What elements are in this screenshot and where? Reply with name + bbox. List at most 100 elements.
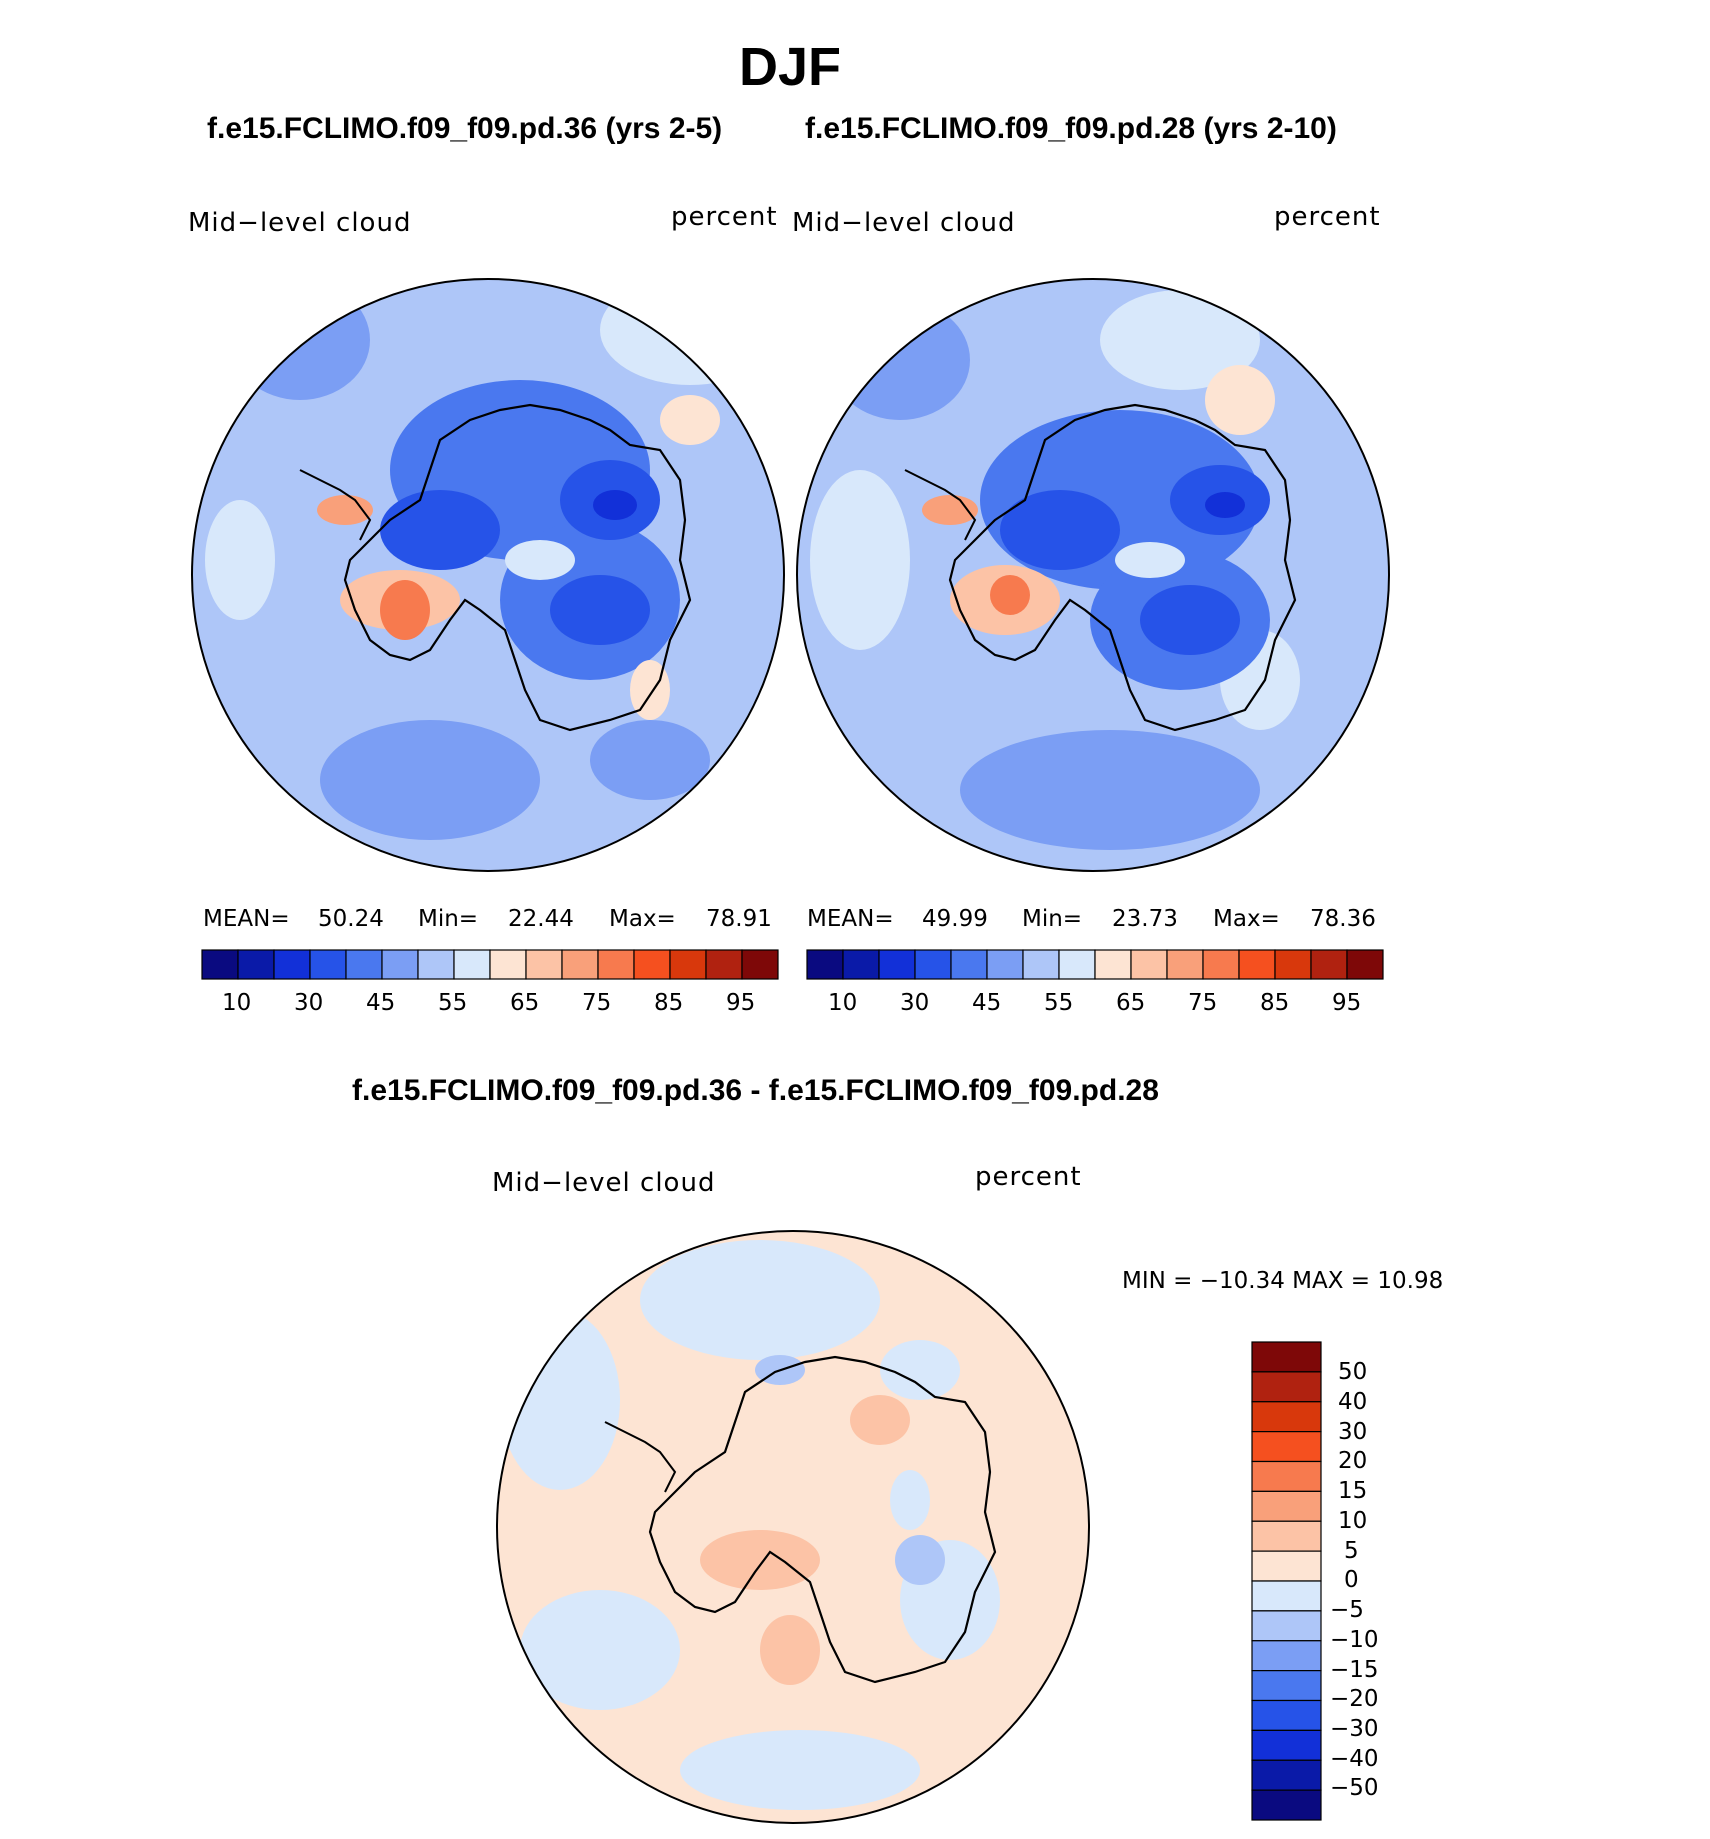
colorbar-swatch (561, 949, 599, 980)
right-tick-label: 75 (1188, 990, 1218, 1016)
colorbar-swatch (1251, 1640, 1322, 1672)
diff-tick-label: −40 (1330, 1746, 1379, 1772)
left-min-label: Min= (418, 906, 479, 932)
colorbar-swatch (1251, 1580, 1322, 1612)
right-tick-label: 45 (972, 990, 1002, 1016)
right-min-label: Min= (1022, 906, 1083, 932)
colorbar-swatch (1251, 1460, 1322, 1492)
diff-tick-label: 10 (1338, 1508, 1368, 1534)
diff-tick-label: 30 (1338, 1419, 1368, 1445)
colorbar-swatch (806, 949, 844, 980)
colorbar-swatch (1238, 949, 1276, 980)
colorbar-swatch (381, 949, 419, 980)
colorbar-swatch (1251, 1789, 1322, 1821)
right-variable-label: Mid−level cloud (792, 208, 1016, 238)
colorbar-swatch (345, 949, 383, 980)
colorbar-swatch (1094, 949, 1132, 980)
right-colorbar (806, 949, 1384, 980)
left-min-value: 22.44 (508, 906, 574, 932)
diff-tick-label: 5 (1344, 1538, 1359, 1564)
colorbar-swatch (1251, 1610, 1322, 1642)
colorbar-swatch (1251, 1341, 1322, 1373)
left-tick-label: 85 (654, 990, 684, 1016)
colorbar-swatch (1130, 949, 1168, 980)
season-title: DJF (738, 37, 841, 97)
colorbar-swatch (669, 949, 707, 980)
right-antarctica-coastline (948, 403, 1297, 732)
colorbar-swatch (453, 949, 491, 980)
colorbar-swatch (1058, 949, 1096, 980)
colorbar-swatch (878, 949, 916, 980)
colorbar-swatch (237, 949, 275, 980)
left-tick-label: 30 (294, 990, 324, 1016)
diff-tick-label: 50 (1338, 1359, 1368, 1385)
diff-title: f.e15.FCLIMO.f09_f09.pd.36 - f.e15.FCLIM… (352, 1074, 1159, 1107)
colorbar-swatch (1251, 1401, 1322, 1433)
right-max-label: Max= (1213, 906, 1280, 932)
diff-polar-map (497, 1231, 1089, 1823)
colorbar-swatch (950, 949, 988, 980)
left-max-label: Max= (609, 906, 676, 932)
colorbar-swatch (309, 949, 347, 980)
colorbar-swatch (489, 949, 527, 980)
right-tick-label: 55 (1044, 990, 1074, 1016)
right-tick-label: 95 (1332, 990, 1362, 1016)
colorbar-swatch (201, 949, 239, 980)
left-antarctica-coastline (343, 403, 692, 732)
right-units-label: percent (1274, 202, 1381, 232)
colorbar-swatch (1251, 1759, 1322, 1791)
colorbar-swatch (273, 949, 311, 980)
left-mean-label: MEAN= (203, 906, 290, 932)
colorbar-swatch (1251, 1670, 1322, 1702)
diff-tick-label: 40 (1338, 1389, 1368, 1415)
diff-tick-label: −20 (1330, 1686, 1379, 1712)
colorbar-swatch (1251, 1490, 1322, 1522)
colorbar-swatch (1274, 949, 1312, 980)
left-units-label: percent (671, 202, 778, 232)
diff-tick-label: 15 (1338, 1478, 1368, 1504)
right-mean-value: 49.99 (922, 906, 988, 932)
colorbar-swatch (1166, 949, 1204, 980)
colorbar-swatch (1022, 949, 1060, 980)
left-tick-label: 55 (438, 990, 468, 1016)
right-polar-map (797, 279, 1389, 871)
diff-colorbar (1251, 1341, 1322, 1821)
colorbar-swatch (1251, 1371, 1322, 1403)
left-variable-label: Mid−level cloud (188, 208, 412, 238)
colorbar-swatch (914, 949, 952, 980)
colorbar-swatch (417, 949, 455, 980)
right-max-value: 78.36 (1310, 906, 1376, 932)
left-colorbar (201, 949, 779, 980)
left-max-value: 78.91 (706, 906, 772, 932)
diff-antarctica-coastline (648, 1355, 997, 1684)
diff-tick-label: −30 (1330, 1716, 1379, 1742)
left-tick-label: 95 (726, 990, 756, 1016)
right-tick-label: 85 (1260, 990, 1290, 1016)
left-tick-label: 75 (582, 990, 612, 1016)
colorbar-swatch (705, 949, 743, 980)
colorbar-swatch (525, 949, 563, 980)
diff-units-label: percent (975, 1162, 1082, 1192)
right-min-value: 23.73 (1112, 906, 1178, 932)
left-tick-label: 10 (222, 990, 252, 1016)
colorbar-swatch (597, 949, 635, 980)
diff-tick-label: −15 (1330, 1657, 1379, 1683)
diff-tick-label: −10 (1330, 1627, 1379, 1653)
diff-minmax-text: MIN = −10.34 MAX = 10.98 (1122, 1268, 1444, 1294)
right-tick-label: 65 (1116, 990, 1146, 1016)
left-tick-label: 65 (510, 990, 540, 1016)
right-mean-label: MEAN= (807, 906, 894, 932)
case2-title: f.e15.FCLIMO.f09_f09.pd.28 (yrs 2-10) (805, 112, 1337, 145)
left-tick-label: 45 (366, 990, 396, 1016)
left-mean-value: 50.24 (318, 906, 384, 932)
diff-tick-label: 0 (1344, 1567, 1359, 1593)
colorbar-swatch (1202, 949, 1240, 980)
colorbar-swatch (1251, 1520, 1322, 1552)
colorbar-swatch (842, 949, 880, 980)
diff-variable-label: Mid−level cloud (492, 1168, 716, 1198)
diff-tick-label: 20 (1338, 1448, 1368, 1474)
diff-tick-label: −5 (1330, 1597, 1364, 1623)
colorbar-swatch (1251, 1431, 1322, 1463)
colorbar-swatch (986, 949, 1024, 980)
